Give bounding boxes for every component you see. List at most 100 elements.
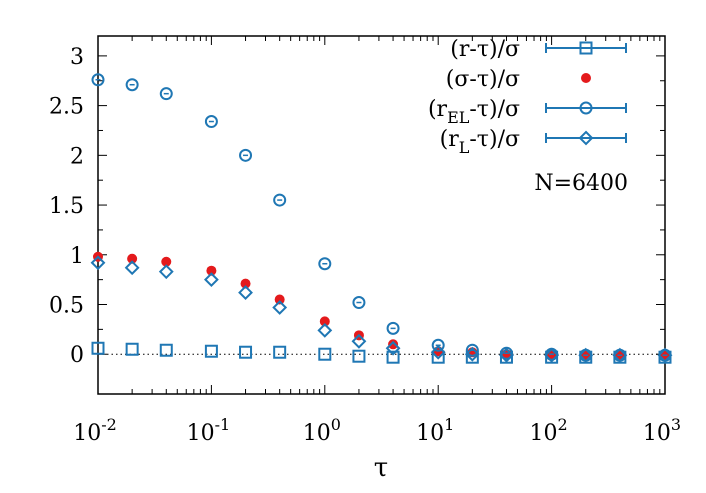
x-tick-exponent: -2 (101, 415, 117, 434)
x-tick-exponent: 0 (331, 415, 341, 434)
data-point (127, 253, 138, 264)
data-point (274, 294, 285, 305)
data-point (273, 193, 287, 207)
data-point (272, 300, 288, 315)
legend-label-tail: -τ)/σ (469, 97, 520, 122)
data-point (352, 296, 366, 310)
data-point (612, 347, 628, 363)
data-point (386, 321, 400, 335)
x-tick-base: 10 (187, 421, 215, 446)
x-tick-label: 101 (416, 415, 454, 446)
data-point (318, 257, 332, 271)
legend-label: (σ-τ)/σ (446, 67, 520, 92)
legend-marker (579, 101, 593, 115)
y-tick-label: 0.5 (49, 294, 84, 319)
data-point-ring (386, 321, 400, 335)
plot-frame (97, 35, 666, 395)
legend-label-tail: -τ)/σ (469, 127, 520, 152)
x-tick-exponent: -1 (215, 415, 231, 434)
x-tick-exponent: 2 (558, 415, 568, 434)
x-tick-label: 100 (303, 415, 341, 446)
data-point (318, 347, 332, 361)
data-point (204, 115, 218, 129)
x-tick-exponent: 3 (671, 415, 681, 434)
data-point-ring (352, 296, 366, 310)
data-point (386, 350, 400, 364)
data-point (158, 264, 174, 280)
data-point (351, 333, 367, 349)
data-point (464, 346, 480, 362)
y-tick-label: 1.5 (49, 194, 84, 219)
y-tick-label: 1 (70, 244, 84, 269)
x-axis-label: τ (374, 453, 388, 483)
data-point-ring (499, 346, 513, 360)
legend-label-sub: EL (447, 108, 470, 127)
data-point (204, 344, 218, 358)
legend-label-main: (r (440, 127, 460, 152)
data-point (385, 340, 401, 356)
data-point-ring (318, 257, 332, 271)
data-point (319, 316, 330, 327)
data-point-ring (159, 87, 173, 101)
data-point (352, 349, 366, 363)
y-tick-label: 0 (70, 343, 84, 368)
data-point (388, 339, 399, 350)
legend-label: (rL-τ)/σ (440, 127, 520, 157)
data-point-ring (273, 193, 287, 207)
legend: (r-τ)/σ(σ-τ)/σ(rEL-τ)/σ(rL-τ)/σ (428, 37, 627, 157)
y-tick-label: 2 (70, 144, 84, 169)
data-point (273, 345, 287, 359)
data-point (91, 341, 105, 355)
data-point-ring (204, 115, 218, 129)
legend-label-main: (r (428, 97, 448, 122)
series-3 (90, 255, 673, 363)
annotation-n: N=6400 (534, 171, 628, 196)
data-point (125, 342, 139, 356)
x-tick-base: 10 (530, 421, 558, 446)
data-point (161, 256, 172, 267)
x-tick-base: 10 (416, 421, 444, 446)
legend-marker (579, 41, 593, 55)
legend-label-main: (r-τ)/σ (450, 37, 520, 62)
legend-marker-ring (579, 101, 593, 115)
series-1 (93, 251, 670, 361)
data-point (239, 148, 253, 162)
x-tick-base: 10 (303, 421, 331, 446)
data-point-ring (125, 78, 139, 92)
data-point (499, 346, 513, 360)
data-point (240, 278, 251, 289)
data-point (430, 344, 446, 360)
data-point-ring (431, 338, 445, 352)
data-point (203, 272, 219, 288)
data-series (90, 73, 673, 364)
x-tick-label: 102 (530, 415, 568, 446)
data-point (90, 255, 106, 271)
data-point (124, 260, 140, 276)
legend-label-sub: L (459, 138, 470, 157)
x-tick-label: 10-2 (73, 415, 117, 446)
x-tick-base: 10 (73, 421, 101, 446)
data-point-ring (465, 343, 479, 357)
data-point (206, 265, 217, 276)
legend-label: (r-τ)/σ (450, 37, 520, 62)
series-2 (91, 73, 672, 362)
data-point (159, 87, 173, 101)
data-point (91, 73, 105, 87)
legend-marker (581, 73, 591, 83)
data-point (657, 347, 673, 363)
data-point (239, 345, 253, 359)
data-point (578, 347, 594, 363)
data-point (238, 285, 253, 300)
legend-label: (rEL-τ)/σ (428, 97, 520, 127)
data-point (317, 322, 333, 338)
x-tick-base: 10 (643, 421, 671, 446)
x-tick-exponent: 1 (444, 415, 454, 434)
data-point (125, 78, 139, 92)
y-tick-label: 2.5 (49, 95, 84, 120)
x-tick-label: 10-1 (187, 415, 231, 446)
y-axis: 0 0.5 1 1.5 2 2.5 3 (49, 45, 665, 368)
data-point (499, 347, 514, 363)
data-point-ring (91, 73, 105, 87)
legend-marker (578, 130, 594, 146)
